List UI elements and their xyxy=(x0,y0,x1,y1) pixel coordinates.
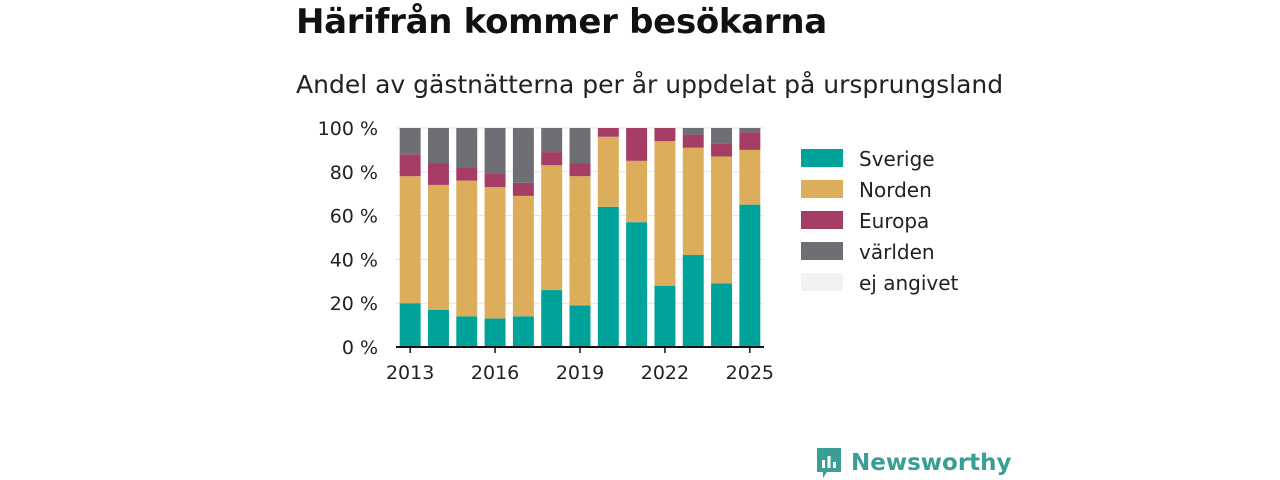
bar-segment-europa xyxy=(541,152,563,166)
axes: 0 % 20 % 40 % 60 % 80 % 100 % 2013 2016 2019 2022… xyxy=(318,118,774,384)
bar-segment-sverige xyxy=(484,318,506,347)
bar-segment-europa xyxy=(654,128,676,142)
bar-segment-världen xyxy=(399,128,421,155)
y-tick-label: 40 % xyxy=(330,249,378,271)
bar-segment-norden xyxy=(739,149,761,205)
bar-segment-europa xyxy=(682,134,704,148)
bar-segment-sverige xyxy=(569,305,591,347)
bar-segment-världen xyxy=(739,128,761,133)
bar-segment-europa xyxy=(484,173,506,188)
bar-segment-sverige xyxy=(512,316,534,347)
legend-swatch xyxy=(801,211,843,229)
bar-segment-sverige xyxy=(626,222,648,347)
legend-swatch xyxy=(801,180,843,198)
x-tick-label: 2019 xyxy=(556,362,604,384)
bar-segment-sverige xyxy=(597,206,619,347)
bar-segment-världen xyxy=(569,128,591,164)
bar-segment-sverige xyxy=(541,290,563,347)
bar-segment-norden xyxy=(512,195,534,317)
bar-segment-europa xyxy=(456,167,478,181)
bar-segment-sverige xyxy=(456,316,478,347)
bar-segment-norden xyxy=(597,136,619,207)
bar-segment-norden xyxy=(654,141,676,286)
bar-segment-europa xyxy=(399,154,421,177)
brand-name: Newsworthy xyxy=(851,450,1012,476)
chart-title: Härifrån kommer besökarna xyxy=(296,2,827,42)
bar-segment-norden xyxy=(541,165,563,291)
bar-segment-världen xyxy=(456,128,478,168)
bars xyxy=(399,128,761,347)
legend-swatch xyxy=(801,149,843,167)
legend-label: Europa xyxy=(859,209,929,233)
bar-segment-sverige xyxy=(399,303,421,347)
x-tick-label: 2025 xyxy=(726,362,774,384)
legend-label: Sverige xyxy=(859,147,935,171)
x-tick-label: 2013 xyxy=(386,362,434,384)
bar-segment-europa xyxy=(512,182,534,196)
y-tick-label: 0 % xyxy=(342,337,378,359)
legend-label: ej angivet xyxy=(859,271,959,295)
bar-segment-världen xyxy=(512,128,534,183)
bar-segment-världen xyxy=(484,128,506,174)
bar-segment-europa xyxy=(569,163,591,177)
x-tick-label: 2016 xyxy=(471,362,519,384)
x-tick-label: 2022 xyxy=(641,362,689,384)
bar-segment-sverige xyxy=(427,309,449,347)
newsworthy-logo-icon xyxy=(817,448,841,478)
y-tick-label: 80 % xyxy=(330,162,378,184)
bar-segment-europa xyxy=(427,163,449,185)
legend-swatch xyxy=(801,242,843,260)
legend-label: Norden xyxy=(859,178,932,202)
bar-segment-världen xyxy=(682,128,704,135)
bar-segment-norden xyxy=(711,156,733,284)
bar-segment-norden xyxy=(427,184,449,310)
legend-label: världen xyxy=(859,240,935,264)
bar-segment-sverige xyxy=(739,204,761,347)
bar-segment-norden xyxy=(682,147,704,256)
bar-segment-europa xyxy=(626,128,648,161)
bar-segment-sverige xyxy=(711,283,733,347)
legend-swatch xyxy=(801,273,843,291)
bar-segment-sverige xyxy=(654,285,676,347)
y-tick-label: 20 % xyxy=(330,293,378,315)
y-tick-label: 60 % xyxy=(330,206,378,228)
bar-segment-världen xyxy=(541,128,563,153)
newsworthy-logo[interactable]: Newsworthy xyxy=(815,446,1012,480)
bar-segment-norden xyxy=(399,176,421,304)
bar-segment-europa xyxy=(739,132,761,150)
y-tick-label: 100 % xyxy=(318,118,378,140)
chart-subtitle: Andel av gästnätterna per år uppdelat på… xyxy=(296,70,1004,99)
bar-segment-norden xyxy=(484,187,506,319)
bar-segment-världen xyxy=(427,128,449,164)
bar-segment-europa xyxy=(597,128,619,137)
bar-segment-världen xyxy=(711,128,733,144)
bar-segment-norden xyxy=(456,180,478,317)
bar-segment-europa xyxy=(711,143,733,157)
bar-segment-sverige xyxy=(682,255,704,347)
bar-segment-norden xyxy=(569,176,591,306)
legend: Sverige Norden Europa världen ej angivet xyxy=(801,147,959,295)
bar-segment-norden xyxy=(626,160,648,223)
